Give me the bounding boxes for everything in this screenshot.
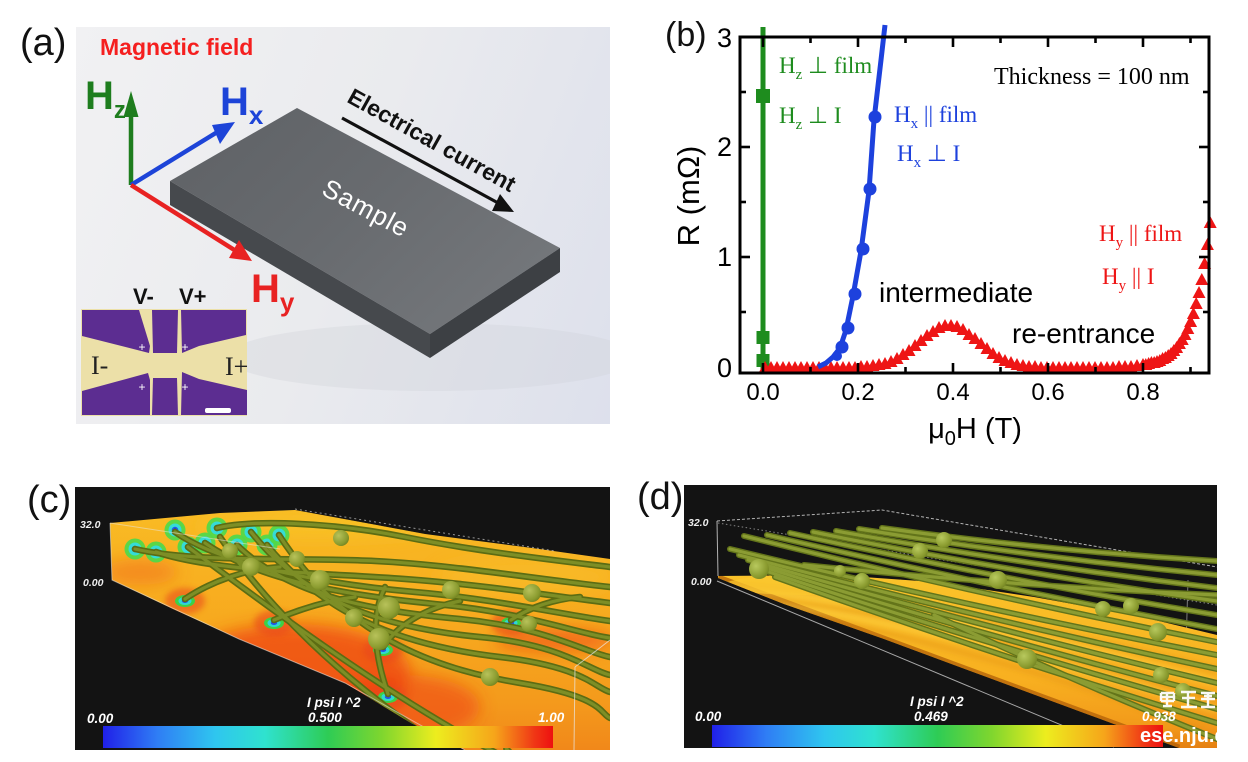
svg-text:0.469: 0.469 <box>914 709 948 724</box>
svg-text:Hz ⊥ film: Hz ⊥ film <box>779 53 872 83</box>
svg-text:ese.nju.ed: ese.nju.ed <box>1140 725 1217 747</box>
svg-text:3: 3 <box>717 23 732 53</box>
svg-text:R (mΩ): R (mΩ) <box>671 146 706 247</box>
svg-text:I+: I+ <box>225 352 248 381</box>
svg-text:+: + <box>181 340 188 354</box>
svg-text:0.8: 0.8 <box>1126 379 1159 406</box>
svg-text:32.0: 32.0 <box>688 517 709 529</box>
svg-text:0.2: 0.2 <box>841 379 874 406</box>
svg-text:Hx || film: Hx || film <box>894 102 977 132</box>
svg-text:Hz: Hz <box>85 74 126 124</box>
svg-text:I psi I ^2: I psi I ^2 <box>307 695 361 710</box>
svg-text:0.938: 0.938 <box>1142 709 1176 724</box>
svg-text:Hy || film: Hy || film <box>1099 221 1182 251</box>
svg-text:+: + <box>181 380 188 394</box>
svg-text:+: + <box>138 380 145 394</box>
svg-text:0: 0 <box>717 353 732 383</box>
svg-text:Hx: Hx <box>220 80 264 130</box>
svg-text:V-: V- <box>133 284 154 309</box>
svg-text:Magnetic field: Magnetic field <box>100 34 253 60</box>
svg-text:intermediate: intermediate <box>879 277 1033 308</box>
svg-text:0.4: 0.4 <box>936 379 969 406</box>
svg-text:Hz ⊥ I: Hz ⊥ I <box>779 103 842 133</box>
svg-text:0.00: 0.00 <box>695 709 722 724</box>
svg-text:I-: I- <box>91 351 108 380</box>
svg-text:0.00: 0.00 <box>87 711 114 726</box>
svg-text:Hy || I: Hy || I <box>1102 264 1155 294</box>
svg-text:re-entrance: re-entrance <box>1012 318 1155 349</box>
svg-text:μ0H (T): μ0H (T) <box>928 413 1022 450</box>
svg-text:Hx ⊥ I: Hx ⊥ I <box>897 141 960 171</box>
svg-text:0.500: 0.500 <box>308 710 342 725</box>
svg-text:I psi I ^2: I psi I ^2 <box>910 694 964 709</box>
svg-text:V+: V+ <box>179 284 207 309</box>
svg-text:1: 1 <box>717 242 732 272</box>
svg-text:1.00: 1.00 <box>538 710 565 725</box>
svg-text:+: + <box>138 340 145 354</box>
svg-text:32.0: 32.0 <box>80 519 101 531</box>
svg-text:2: 2 <box>717 132 732 162</box>
svg-text:0.00: 0.00 <box>691 576 712 588</box>
svg-text:0.0: 0.0 <box>746 379 779 406</box>
svg-text:0.6: 0.6 <box>1031 379 1064 406</box>
svg-text:Thickness = 100 nm: Thickness = 100 nm <box>994 64 1190 90</box>
svg-text:0.00: 0.00 <box>83 577 104 589</box>
